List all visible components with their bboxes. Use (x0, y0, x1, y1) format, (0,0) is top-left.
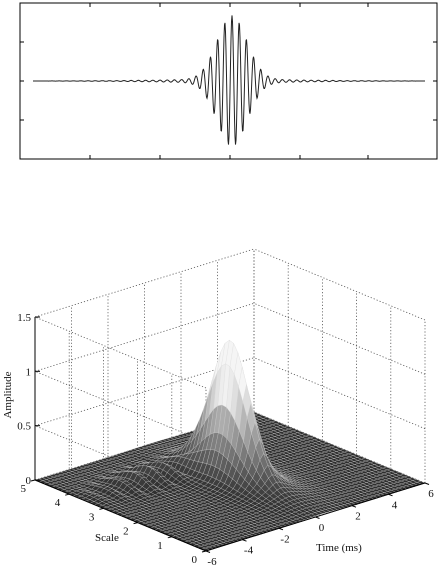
time-tick (242, 539, 247, 542)
y-axis-title: Scale (95, 532, 119, 544)
amplitude-tick-label: 0.5 (17, 421, 31, 433)
z-tick-labels: 0 0.5 1 1.5 (17, 312, 31, 487)
scale-tick-label: 0 (192, 554, 198, 566)
back-wall-gridline (34, 248, 255, 318)
scale-tick-label: 4 (55, 497, 61, 509)
wavelet-ticks (20, 3, 437, 159)
time-tick-labels: -6 -4 -2 0 2 4 6 (207, 488, 434, 566)
time-tick (388, 493, 393, 497)
time-tick-label: 0 (319, 522, 325, 534)
time-tick (278, 527, 284, 531)
x-axis-title: Time (ms) (316, 542, 362, 554)
time-tick-label: 2 (355, 511, 361, 523)
scale-tick (99, 507, 104, 510)
time-tick (205, 550, 211, 553)
scale-tick-labels: 0 1 2 3 4 5 (21, 483, 198, 566)
side-wall-gridline (253, 302, 426, 375)
scale-tick (201, 550, 207, 553)
scale-tick-label: 3 (89, 511, 95, 523)
amplitude-tick-label: 0 (26, 475, 32, 487)
amplitude-tick-label: 1.5 (17, 312, 31, 324)
time-tick (424, 482, 430, 485)
time-tick (351, 505, 357, 508)
scale-tick (65, 493, 70, 496)
scale-axis-line (34, 479, 207, 552)
scale-tick-label: 2 (123, 526, 129, 538)
z-axis-title: Amplitude (2, 371, 14, 418)
left-wall-gridline (34, 370, 207, 443)
time-tick-label: -4 (244, 545, 254, 557)
scale-tick-label: 5 (21, 483, 27, 495)
left-wall-gridline (34, 425, 207, 498)
time-tick-label: 6 (428, 488, 434, 500)
side-wall-gridline (253, 357, 426, 430)
time-tick-label: -2 (280, 533, 289, 545)
time-tick (315, 516, 320, 519)
surface-panel: 0 0.5 1 1.5 0 1 2 3 4 5 -6 -4 -2 0 2 4 6 Amplitude Sca… (2, 248, 434, 566)
scale-tick (30, 479, 36, 482)
time-tick-label: -6 (207, 556, 217, 566)
scale-tick (167, 536, 172, 539)
amplitude-tick-label: 1 (26, 366, 32, 378)
left-wall-gridline (34, 316, 207, 389)
axis-box-front (30, 316, 430, 553)
scale-tick (133, 522, 138, 525)
wavelet-trace (33, 15, 425, 145)
scale-tick-label: 1 (157, 540, 163, 552)
time-tick-label: 4 (392, 499, 398, 511)
side-wall-gridline (253, 248, 426, 321)
surface (34, 339, 426, 552)
wavelet-panel (19, 2, 438, 160)
